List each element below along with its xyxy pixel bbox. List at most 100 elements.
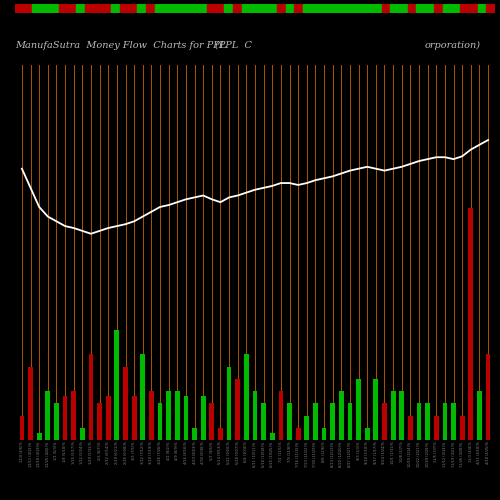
Bar [210,404,214,440]
Bar [80,428,84,440]
Bar [41,4,50,13]
Bar [132,396,136,440]
Bar [442,404,448,440]
Bar [149,391,154,440]
Bar [224,4,233,13]
Bar [236,379,240,440]
Bar [277,4,285,13]
Bar [20,416,24,440]
Bar [181,4,190,13]
Bar [137,4,146,13]
Bar [233,4,242,13]
Bar [114,330,119,440]
Bar [198,4,207,13]
Bar [346,4,356,13]
Bar [146,4,154,13]
Bar [477,391,482,440]
Bar [408,4,416,13]
Bar [478,4,486,13]
Bar [303,4,312,13]
Bar [184,396,188,440]
Bar [304,416,309,440]
Bar [373,4,382,13]
Bar [408,416,413,440]
Bar [207,4,216,13]
Bar [154,4,164,13]
Bar [123,366,128,440]
Bar [425,4,434,13]
Bar [416,4,425,13]
Bar [356,379,361,440]
Bar [486,354,490,440]
Bar [120,4,128,13]
Bar [268,4,277,13]
Bar [24,4,32,13]
Bar [158,404,162,440]
Bar [296,428,300,440]
Bar [382,4,390,13]
Bar [94,4,102,13]
Bar [468,208,473,440]
Bar [460,4,469,13]
Bar [416,404,422,440]
Text: (PPL  C: (PPL C [215,41,252,50]
Bar [313,404,318,440]
Bar [166,391,171,440]
Bar [172,4,181,13]
Bar [356,4,364,13]
Bar [111,4,120,13]
Bar [164,4,172,13]
Bar [286,4,294,13]
Bar [62,396,68,440]
Bar [270,432,274,440]
Bar [244,354,248,440]
Bar [140,354,145,440]
Bar [15,4,24,13]
Bar [486,4,495,13]
Bar [216,4,224,13]
Bar [85,4,94,13]
Bar [348,404,352,440]
Bar [374,379,378,440]
Bar [312,4,320,13]
Bar [338,4,346,13]
Bar [68,4,76,13]
Bar [201,396,205,440]
Bar [37,432,42,440]
Text: ManufaSutra  Money Flow  Charts for PPL: ManufaSutra Money Flow Charts for PPL [15,41,226,50]
Bar [434,4,442,13]
Bar [339,391,344,440]
Bar [50,4,58,13]
Bar [451,404,456,440]
Bar [390,4,399,13]
Bar [252,391,258,440]
Bar [250,4,260,13]
Bar [218,428,223,440]
Bar [54,404,59,440]
Bar [88,354,94,440]
Bar [72,391,76,440]
Bar [442,4,452,13]
Bar [58,4,68,13]
Bar [97,404,102,440]
Bar [128,4,137,13]
Bar [242,4,250,13]
Bar [175,391,180,440]
Bar [76,4,85,13]
Bar [330,404,335,440]
Bar [102,4,111,13]
Bar [28,366,33,440]
Bar [32,4,41,13]
Bar [469,4,478,13]
Bar [262,404,266,440]
Bar [190,4,198,13]
Bar [226,366,232,440]
Bar [426,404,430,440]
Bar [434,416,438,440]
Bar [364,4,373,13]
Bar [460,416,464,440]
Bar [278,391,283,440]
Bar [322,428,326,440]
Bar [391,391,396,440]
Bar [365,428,370,440]
